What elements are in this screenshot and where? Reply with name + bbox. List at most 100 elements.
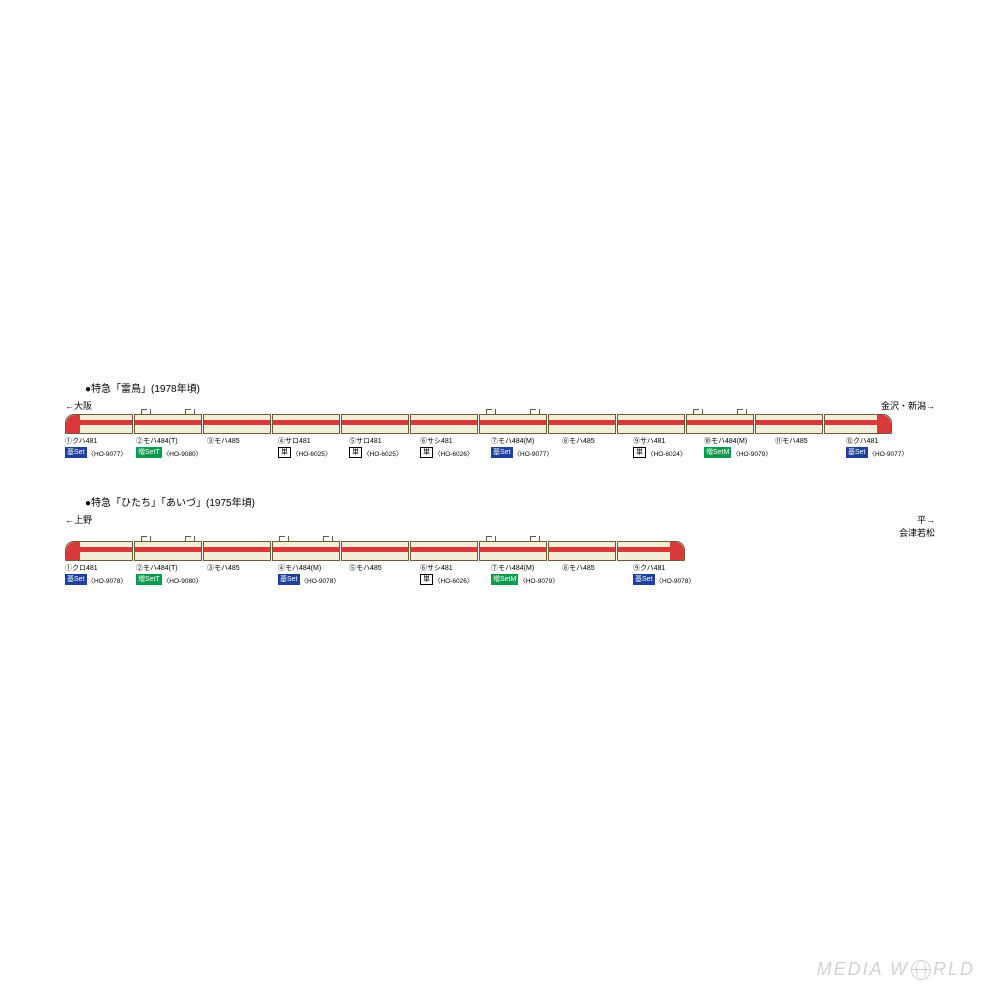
stripe <box>78 420 132 425</box>
car-body <box>134 414 202 434</box>
set-tag: 増SetM <box>704 447 731 458</box>
car-5 <box>341 541 409 561</box>
car-name: ④サロ481 <box>278 436 311 446</box>
product-code: 〈HO-9080〉 <box>163 575 202 585</box>
label-cell-12: ⑫クハ481基Set〈HO-9077〉 <box>846 436 916 458</box>
set-tag: 単 <box>633 447 646 458</box>
car-name: ⑤サロ481 <box>349 436 382 446</box>
set-tag: 基Set <box>278 574 300 585</box>
stripe <box>549 547 615 552</box>
car-body <box>548 541 616 561</box>
formation-title: ●特急「雷鳥」(1978年頃) <box>85 380 935 395</box>
stripe <box>480 547 546 552</box>
car-name: ⑥サシ481 <box>420 563 453 573</box>
product-code: 〈HO-6025〉 <box>363 448 402 458</box>
formation-1: ●特急「ひたち」「あいづ」(1975年頃)←上野平→会津若松①クロ481基Set… <box>65 494 935 585</box>
dest-left: ←大阪 <box>65 399 92 412</box>
car-8 <box>548 414 616 434</box>
stripe <box>411 547 477 552</box>
label-cell-6: ⑥サシ481単〈HO-6026〉 <box>420 563 490 585</box>
stripe <box>825 420 879 425</box>
car-body <box>617 541 685 561</box>
tag-line: 基Set〈HO-9078〉 <box>65 574 127 585</box>
car-name: ①クハ481 <box>65 436 97 446</box>
tag-line: 増SetT〈HO-9080〉 <box>136 447 202 458</box>
label-cell-4: ④サロ481単〈HO-6025〉 <box>278 436 348 458</box>
stripe <box>756 420 822 425</box>
pantograph-icon <box>486 536 496 541</box>
product-code: 〈HO-9078〉 <box>656 575 695 585</box>
car-2 <box>134 541 202 561</box>
pantograph-icon <box>279 536 289 541</box>
set-tag: 基Set <box>65 447 87 458</box>
stripe <box>687 420 753 425</box>
pantograph-icon <box>693 409 703 414</box>
tag-line: 増SetM〈HO-9079〉 <box>704 447 772 458</box>
car-name: ⑨サハ481 <box>633 436 665 446</box>
car-name: ④モハ484(M) <box>278 563 321 573</box>
car-body <box>755 414 823 434</box>
car-3 <box>203 414 271 434</box>
pantograph-icon <box>185 409 195 414</box>
stripe <box>549 420 615 425</box>
car-10 <box>686 414 754 434</box>
car-name: ⑪モハ485 <box>775 436 808 446</box>
cars-row <box>65 414 935 434</box>
car-1 <box>65 414 133 434</box>
car-8 <box>548 541 616 561</box>
product-code: 〈HO-9079〉 <box>519 575 558 585</box>
stripe <box>618 420 684 425</box>
car-6 <box>410 541 478 561</box>
tag-line: 単〈HO-6025〉 <box>278 447 331 458</box>
car-body <box>479 541 547 561</box>
car-5 <box>341 414 409 434</box>
car-body <box>203 414 271 434</box>
product-code: 〈HO-9078〉 <box>301 575 340 585</box>
set-tag: 単 <box>349 447 362 458</box>
stripe <box>342 420 408 425</box>
car-name: ⑦モハ484(M) <box>491 436 534 446</box>
car-name: ⑤モハ485 <box>349 563 382 573</box>
label-cell-1: ①クハ481基Set〈HO-9077〉 <box>65 436 135 458</box>
pantograph-icon <box>141 536 151 541</box>
car-body <box>548 414 616 434</box>
product-code: 〈HO-6026〉 <box>434 448 473 458</box>
car-body <box>410 414 478 434</box>
car-2 <box>134 414 202 434</box>
nose <box>670 542 684 560</box>
car-name: ②モハ484(T) <box>136 563 178 573</box>
label-cell-3: ③モハ485 <box>207 563 277 585</box>
car-body <box>203 541 271 561</box>
formation-title: ●特急「ひたち」「あいづ」(1975年頃) <box>85 494 935 509</box>
stripe <box>273 420 339 425</box>
car-name: ③モハ485 <box>207 436 240 446</box>
stripe <box>204 420 270 425</box>
stripe <box>411 420 477 425</box>
label-cell-2: ②モハ484(T)増SetT〈HO-9080〉 <box>136 436 206 458</box>
nose <box>877 415 891 433</box>
product-code: 〈HO-9077〉 <box>869 448 908 458</box>
set-tag: 基Set <box>491 447 513 458</box>
car-name: ⑧モハ485 <box>562 436 595 446</box>
label-cell-8: ⑧モハ485 <box>562 436 632 458</box>
tag-line: 単〈HO-6026〉 <box>420 574 473 585</box>
tag-line: 単〈HO-6026〉 <box>420 447 473 458</box>
pantograph-icon <box>185 536 195 541</box>
stripe <box>342 547 408 552</box>
car-name: ③モハ485 <box>207 563 240 573</box>
set-tag: 単 <box>420 447 433 458</box>
tag-line: 単〈HO-6024〉 <box>633 447 686 458</box>
car-body <box>65 414 133 434</box>
tag-line: 基Set〈HO-9077〉 <box>491 447 553 458</box>
car-body <box>65 541 133 561</box>
car-11 <box>755 414 823 434</box>
stripe <box>480 420 546 425</box>
car-4 <box>272 541 340 561</box>
dest-right: 金沢・新潟→ <box>881 399 935 412</box>
car-body <box>617 414 685 434</box>
car-body <box>272 414 340 434</box>
car-name: ⑨クハ481 <box>633 563 665 573</box>
tag-line: 基Set〈HO-9077〉 <box>65 447 127 458</box>
pantograph-icon <box>737 409 747 414</box>
label-cell-5: ⑤サロ481単〈HO-6025〉 <box>349 436 419 458</box>
